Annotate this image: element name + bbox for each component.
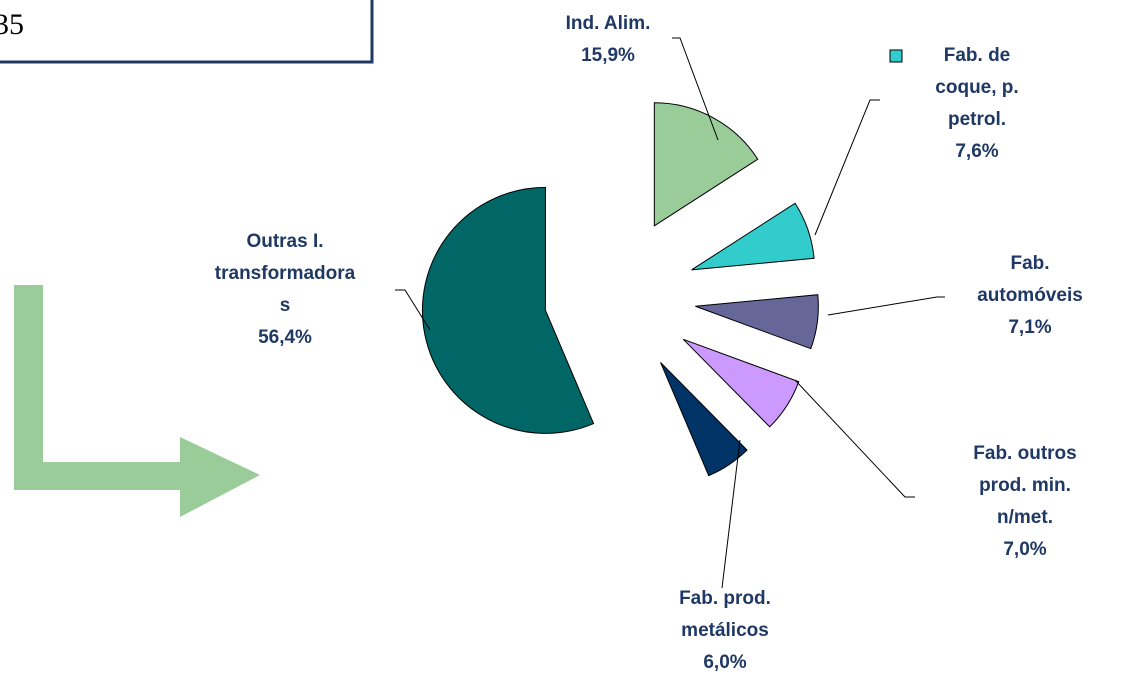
value-label: 6,0%: [703, 652, 747, 673]
leader-line: [395, 289, 431, 331]
leader-line: [672, 37, 719, 141]
slice-label: Fab. prod. metálicos 6,0%: [650, 583, 800, 679]
legend-key: [889, 49, 903, 63]
category-label: Fab. automóveis: [977, 253, 1083, 306]
leader-line: [794, 379, 915, 498]
slice-label: Fab. automóveis 7,1%: [965, 248, 1095, 344]
leader-line: [814, 99, 880, 236]
slice-label: Ind. Alim. 15,9%: [548, 8, 668, 72]
pie-slice: [682, 338, 800, 428]
leader-line: [827, 296, 945, 316]
category-label: Fab. outros prod. min. n/met.: [973, 443, 1077, 528]
category-label: Fab. de coque, p. petrol.: [935, 45, 1019, 130]
slice-label: Fab. de coque, p. petrol. 7,6%: [918, 40, 1036, 168]
box-text: 35: [0, 8, 24, 41]
pie-slice: [691, 202, 815, 271]
value-label: 7,1%: [1008, 317, 1052, 338]
pie-slice: [660, 362, 748, 477]
leader-line: [721, 439, 741, 589]
pie-slice: [421, 186, 595, 434]
pie-slice: [653, 102, 759, 227]
category-label: Outras I. transformadoras: [214, 231, 356, 316]
value-label: 15,9%: [581, 45, 635, 66]
pie-slice: [695, 294, 819, 350]
value-label: 7,0%: [1003, 539, 1047, 560]
value-label: 7,6%: [955, 141, 999, 162]
slice-label: Outras I. transformadoras 56,4%: [210, 226, 360, 354]
value-label: 56,4%: [258, 327, 312, 348]
box: [0, 0, 374, 64]
arrow: [14, 285, 260, 517]
category-label: Ind. Alim.: [565, 13, 651, 34]
category-label: Fab. prod. metálicos: [679, 588, 771, 641]
slice-label: Fab. outros prod. min. n/met. 7,0%: [955, 438, 1095, 566]
